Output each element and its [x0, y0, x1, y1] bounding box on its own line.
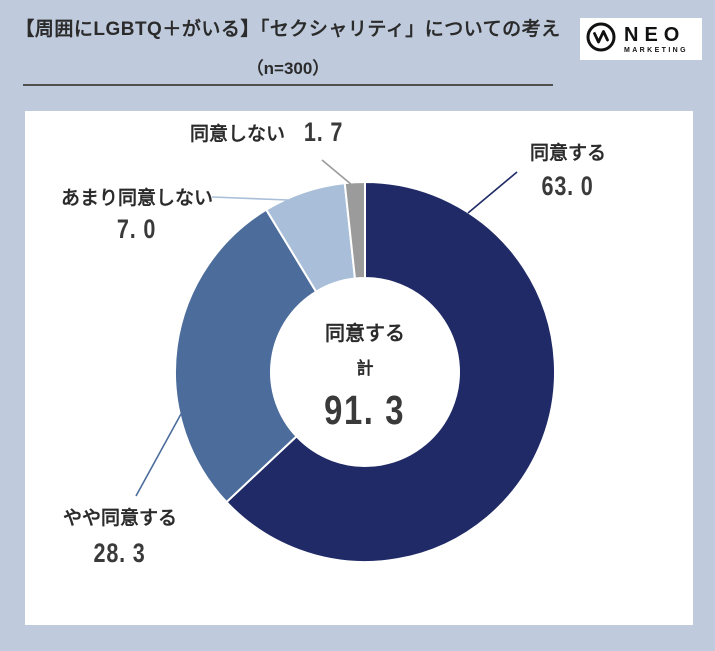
donut-center-label: 同意する 計 91. 3 [265, 317, 465, 434]
sample-size-label: （n=300） [246, 59, 330, 78]
chart-card: 同意しない 1. 7 同意する 63. 0 あまり同意しない 7. 0 やや同意… [25, 111, 693, 625]
callout-somewhat-agree-value: 28. 3 [93, 538, 147, 568]
pulse-circle-icon [585, 21, 617, 58]
logo-text: NEO MARKETING [624, 25, 688, 54]
callout-agree-label: 同意する [529, 143, 606, 164]
callout-somewhat-disagree-value: 7. 0 [117, 214, 157, 244]
center-label-value: 91. 3 [324, 387, 406, 433]
leader-line-somewhat-agree [135, 413, 182, 497]
callout-disagree: 同意しない 1. 7 [130, 117, 348, 148]
page-title: 【周囲にLGBTQ＋がいる】「セクシャリティ」についての考え [15, 19, 561, 40]
callout-disagree-value: 1. 7 [303, 117, 344, 147]
header: 【周囲にLGBTQ＋がいる】「セクシャリティ」についての考え （n=300） [0, 14, 576, 79]
donut-slices [174, 180, 556, 563]
callout-somewhat-disagree-label: あまり同意しない [60, 188, 213, 209]
logo-subtitle: MARKETING [624, 46, 688, 54]
callout-agree-value: 63. 0 [541, 171, 595, 201]
donut-slice-1 [174, 208, 318, 504]
donut-svg [135, 159, 556, 563]
leader-lines [135, 159, 518, 497]
callout-somewhat-disagree: あまり同意しない 7. 0 [37, 183, 237, 245]
leader-line-somewhat-disagree [211, 196, 289, 201]
neo-marketing-logo: NEO MARKETING [580, 18, 702, 60]
logo-name: NEO [624, 23, 686, 46]
donut-slice-3 [343, 180, 366, 280]
callout-somewhat-agree-label: やや同意する [62, 508, 177, 529]
callout-disagree-label: 同意しない [189, 124, 285, 145]
callout-agree: 同意する 63. 0 [513, 138, 623, 202]
center-label-line1: 同意する [325, 323, 405, 345]
leader-line-agree [467, 171, 518, 214]
donut-slice-0 [225, 180, 556, 563]
title-underline [23, 84, 553, 86]
leader-line-disagree [321, 159, 353, 186]
center-label-line2: 計 [356, 359, 374, 378]
callout-somewhat-agree: やや同意する 28. 3 [39, 503, 201, 569]
